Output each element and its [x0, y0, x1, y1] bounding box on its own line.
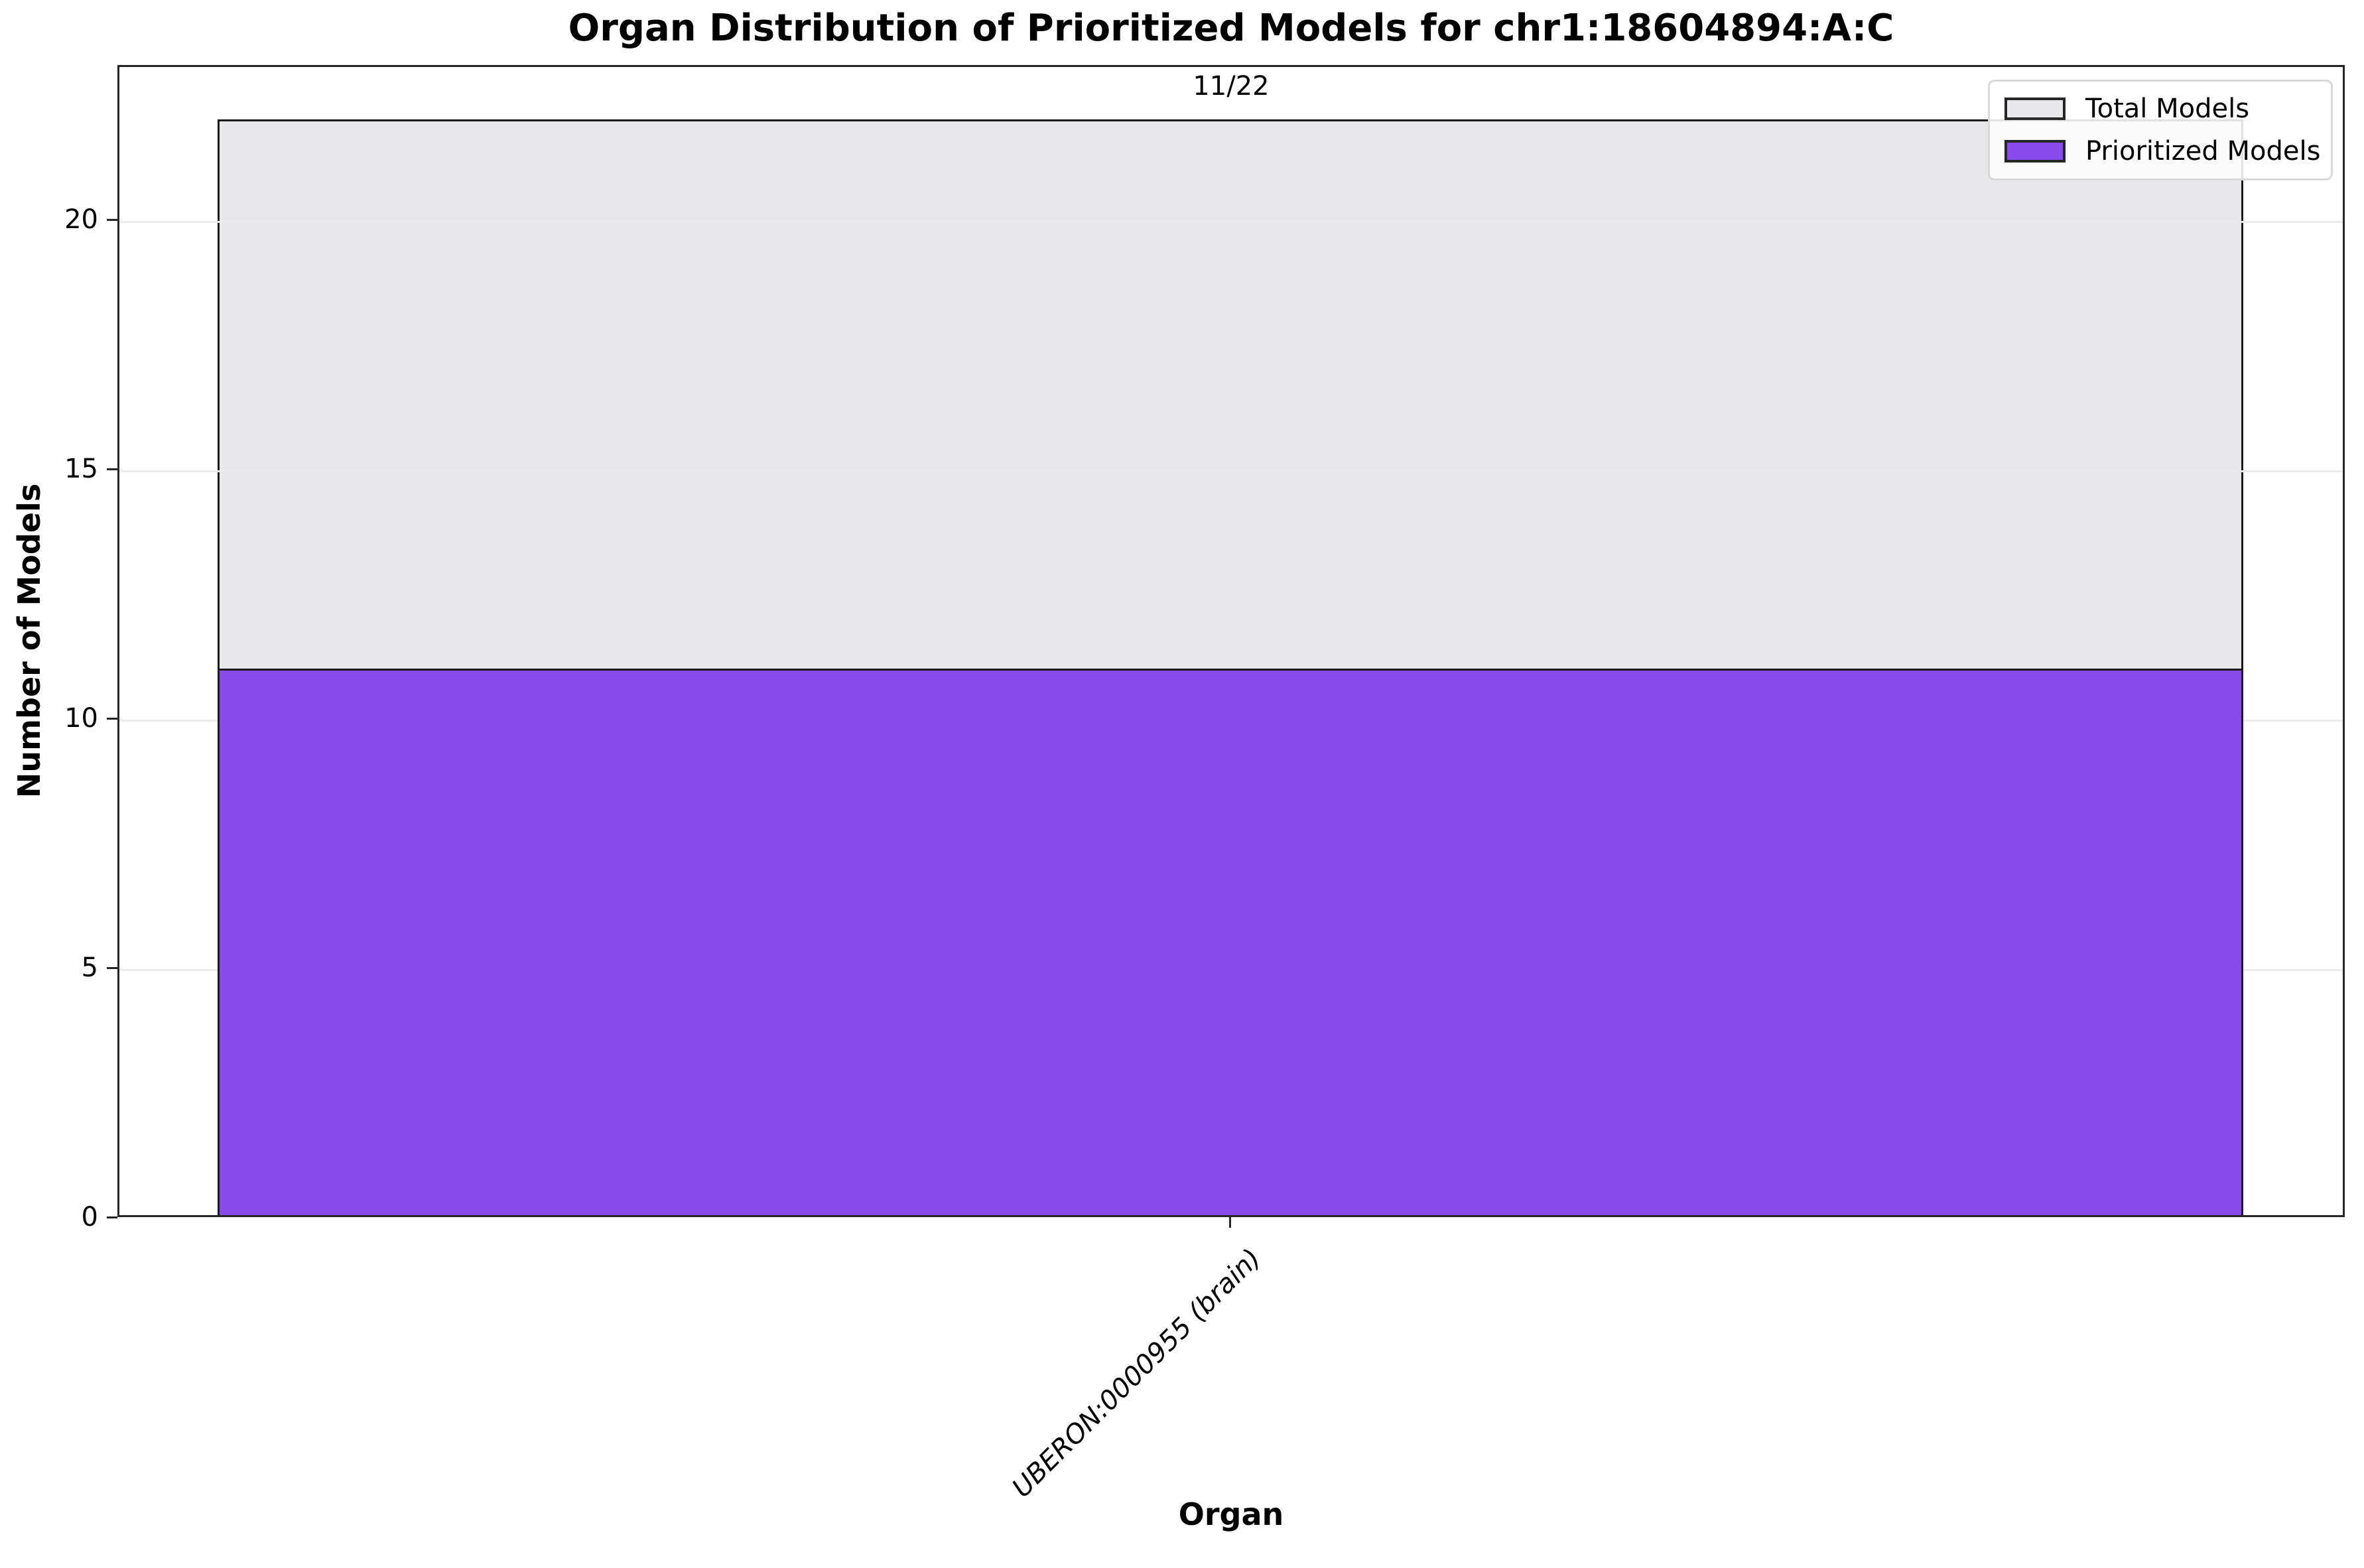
chart-title: Organ Distribution of Prioritized Models… — [568, 7, 1894, 50]
plot-area: 11/22 Total Models Prioritized Models — [117, 65, 2345, 1217]
x-axis-label: Organ — [1178, 1496, 1284, 1532]
ytick-mark-15 — [107, 468, 117, 470]
gridline-15 — [119, 470, 2343, 472]
bar-value-annotation: 11/22 — [1193, 71, 1270, 101]
bar-prioritized-models — [218, 669, 2243, 1215]
ytick-label-5: 5 — [81, 952, 98, 983]
ytick-mark-10 — [107, 718, 117, 720]
gridline-20 — [119, 221, 2343, 223]
xtick-mark-brain — [1229, 1217, 1231, 1228]
ytick-mark-0 — [107, 1216, 117, 1218]
xtick-label-brain: UBERON:0000955 (brain) — [1006, 1243, 1268, 1504]
ytick-label-0: 0 — [81, 1202, 98, 1232]
legend: Total Models Prioritized Models — [1988, 80, 2333, 180]
legend-label-total-models: Total Models — [2085, 94, 2250, 124]
ytick-label-15: 15 — [64, 454, 98, 484]
legend-swatch-total-models — [2004, 98, 2066, 120]
legend-entry-prioritized-models: Prioritized Models — [2004, 136, 2320, 166]
ytick-mark-5 — [107, 967, 117, 969]
legend-swatch-prioritized-models — [2004, 140, 2066, 163]
legend-label-prioritized-models: Prioritized Models — [2085, 136, 2321, 166]
ytick-label-20: 20 — [64, 204, 98, 235]
legend-entry-total-models: Total Models — [2004, 94, 2316, 124]
ytick-label-10: 10 — [64, 703, 98, 734]
ytick-mark-20 — [107, 219, 117, 221]
y-axis-label: Number of Models — [11, 483, 47, 799]
